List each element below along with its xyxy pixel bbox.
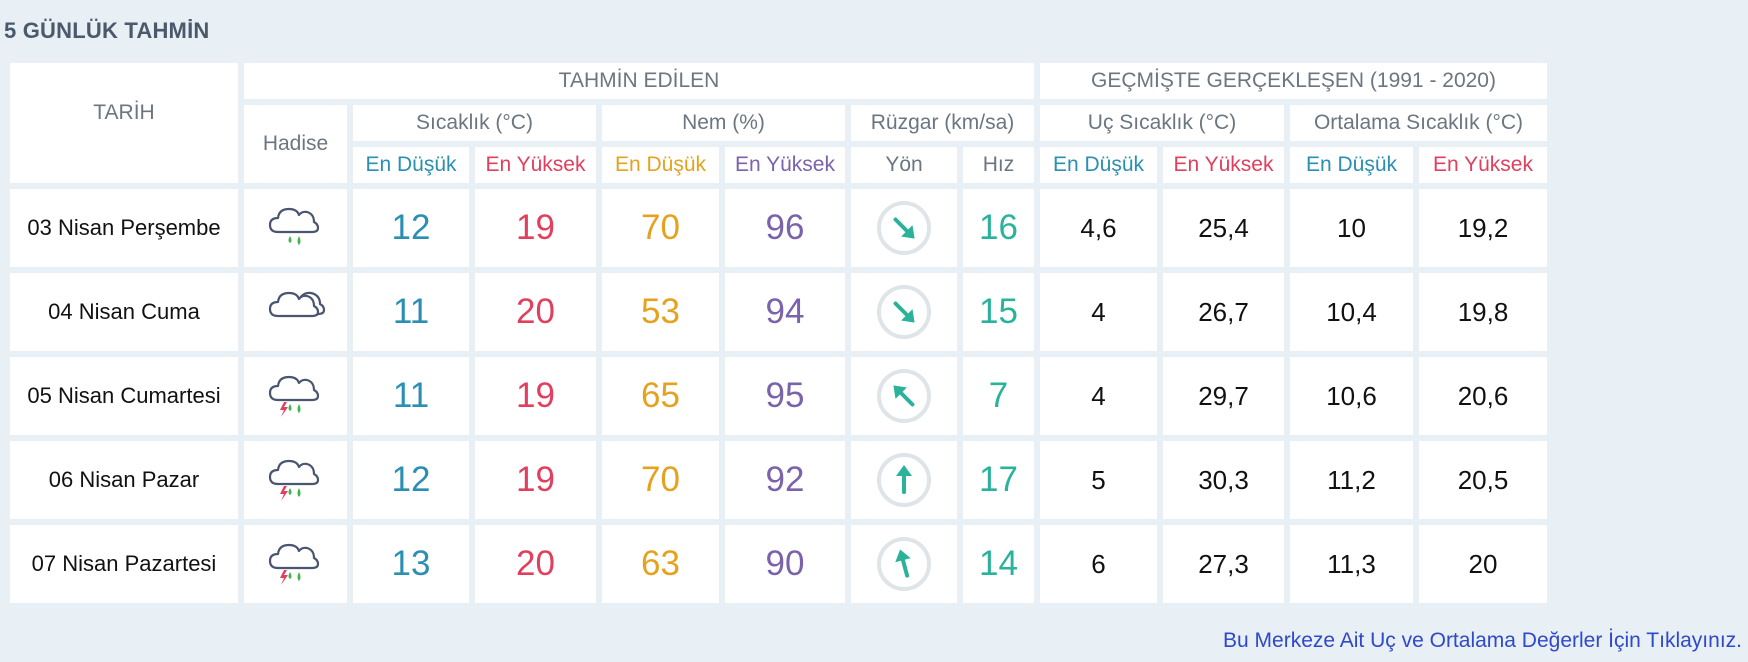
subheader-ext-min: En Düşük bbox=[1040, 147, 1157, 183]
wind-direction-cell bbox=[851, 525, 957, 603]
wind-speed: 7 bbox=[963, 357, 1034, 435]
extreme-min: 6 bbox=[1040, 525, 1157, 603]
date-cell: 04 Nisan Cuma bbox=[10, 273, 238, 351]
temp-max: 19 bbox=[475, 357, 596, 435]
thunderstorm-icon bbox=[266, 543, 326, 592]
header-nem: Nem (%) bbox=[602, 105, 845, 141]
header-ruzgar: Rüzgar (km/sa) bbox=[851, 105, 1034, 141]
temp-min: 13 bbox=[353, 525, 469, 603]
forecast-table: TARİH TAHMİN EDİLEN GEÇMİŞTE GERÇEKLEŞEN… bbox=[4, 57, 1553, 609]
temp-max: 19 bbox=[475, 441, 596, 519]
wind-direction-arrow-icon bbox=[877, 201, 931, 255]
subheader-hiz: Hız bbox=[963, 147, 1034, 183]
extreme-max: 26,7 bbox=[1163, 273, 1284, 351]
date-cell: 07 Nisan Pazartesi bbox=[10, 525, 238, 603]
humidity-min: 63 bbox=[602, 525, 719, 603]
header-sicaklik: Sıcaklık (°C) bbox=[353, 105, 596, 141]
average-min: 11,2 bbox=[1290, 441, 1413, 519]
date-cell: 03 Nisan Perşembe bbox=[10, 189, 238, 267]
rain-cloud-icon bbox=[266, 207, 326, 256]
subheader-temp-min: En Düşük bbox=[353, 147, 469, 183]
date-cell: 05 Nisan Cumartesi bbox=[10, 357, 238, 435]
wind-direction-arrow-icon bbox=[877, 537, 931, 591]
wind-direction-cell bbox=[851, 273, 957, 351]
average-max: 19,8 bbox=[1419, 273, 1547, 351]
temp-max: 20 bbox=[475, 273, 596, 351]
subheader-yon: Yön bbox=[851, 147, 957, 183]
header-tahmin-edilen: TAHMİN EDİLEN bbox=[244, 63, 1034, 99]
average-min: 11,3 bbox=[1290, 525, 1413, 603]
weather-cell bbox=[244, 273, 347, 351]
subheader-temp-max: En Yüksek bbox=[475, 147, 596, 183]
section-title: 5 GÜNLÜK TAHMİN bbox=[4, 18, 210, 43]
weather-cell bbox=[244, 189, 347, 267]
wind-direction-arrow-icon bbox=[877, 369, 931, 423]
header-gecmiste: GEÇMİŞTE GERÇEKLEŞEN (1991 - 2020) bbox=[1040, 63, 1547, 99]
extreme-min: 4 bbox=[1040, 357, 1157, 435]
extreme-max: 25,4 bbox=[1163, 189, 1284, 267]
humidity-min: 53 bbox=[602, 273, 719, 351]
weather-cell bbox=[244, 525, 347, 603]
wind-speed: 17 bbox=[963, 441, 1034, 519]
wind-speed: 15 bbox=[963, 273, 1034, 351]
weather-cell bbox=[244, 441, 347, 519]
wind-direction-cell bbox=[851, 441, 957, 519]
temp-min: 11 bbox=[353, 273, 469, 351]
header-tarih: TARİH bbox=[10, 63, 238, 183]
temp-min: 12 bbox=[353, 189, 469, 267]
wind-speed: 14 bbox=[963, 525, 1034, 603]
extreme-min: 5 bbox=[1040, 441, 1157, 519]
wind-direction-cell bbox=[851, 189, 957, 267]
forecast-row: 05 Nisan Cumartesi 11 19 65 95 7 4 29,7 10,6 20,6 bbox=[10, 357, 1547, 435]
temp-min: 12 bbox=[353, 441, 469, 519]
temp-max: 20 bbox=[475, 525, 596, 603]
station-extremes-link[interactable]: Bu Merkeze Ait Uç ve Ortalama Değerler İ… bbox=[1223, 629, 1742, 652]
wind-direction-arrow-icon bbox=[877, 285, 931, 339]
average-max: 20 bbox=[1419, 525, 1547, 603]
subheader-hum-min: En Düşük bbox=[602, 147, 719, 183]
temp-max: 19 bbox=[475, 189, 596, 267]
forecast-row: 03 Nisan Perşembe 12 19 70 96 16 4,6 25,4 10 19,2 bbox=[10, 189, 1547, 267]
subheader-ext-max: En Yüksek bbox=[1163, 147, 1284, 183]
humidity-min: 70 bbox=[602, 189, 719, 267]
wind-speed: 16 bbox=[963, 189, 1034, 267]
average-min: 10,6 bbox=[1290, 357, 1413, 435]
average-max: 20,6 bbox=[1419, 357, 1547, 435]
humidity-min: 65 bbox=[602, 357, 719, 435]
header-ortalama-sicaklik: Ortalama Sıcaklık (°C) bbox=[1290, 105, 1547, 141]
wind-direction-arrow-icon bbox=[877, 453, 931, 507]
forecast-row: 07 Nisan Pazartesi 13 20 63 90 14 6 27,3 11,3 20 bbox=[10, 525, 1547, 603]
humidity-max: 94 bbox=[725, 273, 845, 351]
humidity-max: 92 bbox=[725, 441, 845, 519]
subheader-avg-min: En Düşük bbox=[1290, 147, 1413, 183]
subheader-hum-max: En Yüksek bbox=[725, 147, 845, 183]
average-max: 20,5 bbox=[1419, 441, 1547, 519]
thunderstorm-icon bbox=[266, 459, 326, 508]
extreme-min: 4 bbox=[1040, 273, 1157, 351]
weather-cell bbox=[244, 357, 347, 435]
subheader-avg-max: En Yüksek bbox=[1419, 147, 1547, 183]
extreme-max: 27,3 bbox=[1163, 525, 1284, 603]
average-max: 19,2 bbox=[1419, 189, 1547, 267]
extreme-max: 30,3 bbox=[1163, 441, 1284, 519]
average-min: 10 bbox=[1290, 189, 1413, 267]
cloudy-icon bbox=[266, 291, 326, 340]
humidity-max: 96 bbox=[725, 189, 845, 267]
extreme-max: 29,7 bbox=[1163, 357, 1284, 435]
average-min: 10,4 bbox=[1290, 273, 1413, 351]
header-hadise: Hadise bbox=[244, 105, 347, 183]
extreme-min: 4,6 bbox=[1040, 189, 1157, 267]
wind-direction-cell bbox=[851, 357, 957, 435]
header-uc-sicaklik: Uç Sıcaklık (°C) bbox=[1040, 105, 1284, 141]
forecast-row: 04 Nisan Cuma 11 20 53 94 15 4 26,7 10,4 19,8 bbox=[10, 273, 1547, 351]
humidity-max: 95 bbox=[725, 357, 845, 435]
humidity-min: 70 bbox=[602, 441, 719, 519]
forecast-row: 06 Nisan Pazar 12 19 70 92 17 5 30,3 11,2 20,5 bbox=[10, 441, 1547, 519]
humidity-max: 90 bbox=[725, 525, 845, 603]
thunderstorm-icon bbox=[266, 375, 326, 424]
temp-min: 11 bbox=[353, 357, 469, 435]
date-cell: 06 Nisan Pazar bbox=[10, 441, 238, 519]
